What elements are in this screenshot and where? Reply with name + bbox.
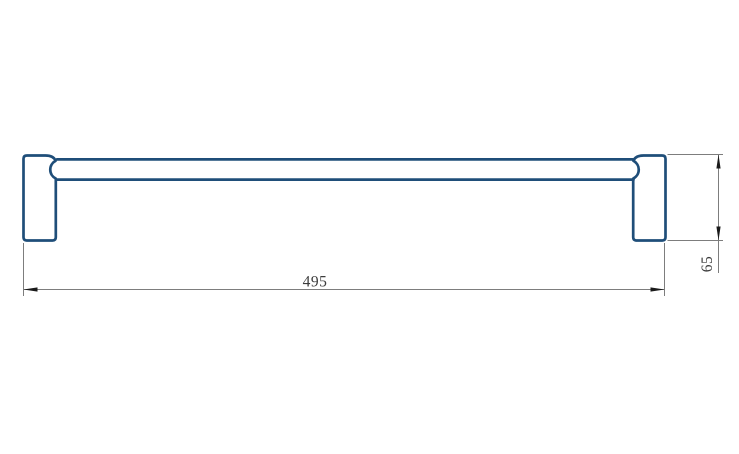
width-dimension-label: 495 bbox=[303, 274, 328, 291]
width-arrow-left bbox=[23, 287, 38, 292]
part-outline-group bbox=[22, 154, 667, 242]
height-arrow-down bbox=[716, 226, 721, 241]
dimension-lines-group bbox=[23, 154, 723, 296]
dimension-arrows-group bbox=[23, 154, 721, 292]
rail-bar bbox=[55, 158, 635, 181]
height-dimension-label: 65 bbox=[699, 256, 716, 273]
width-arrow-right bbox=[650, 287, 665, 292]
height-arrow-up bbox=[716, 154, 721, 169]
left-post bbox=[22, 154, 58, 242]
right-post bbox=[631, 154, 667, 242]
